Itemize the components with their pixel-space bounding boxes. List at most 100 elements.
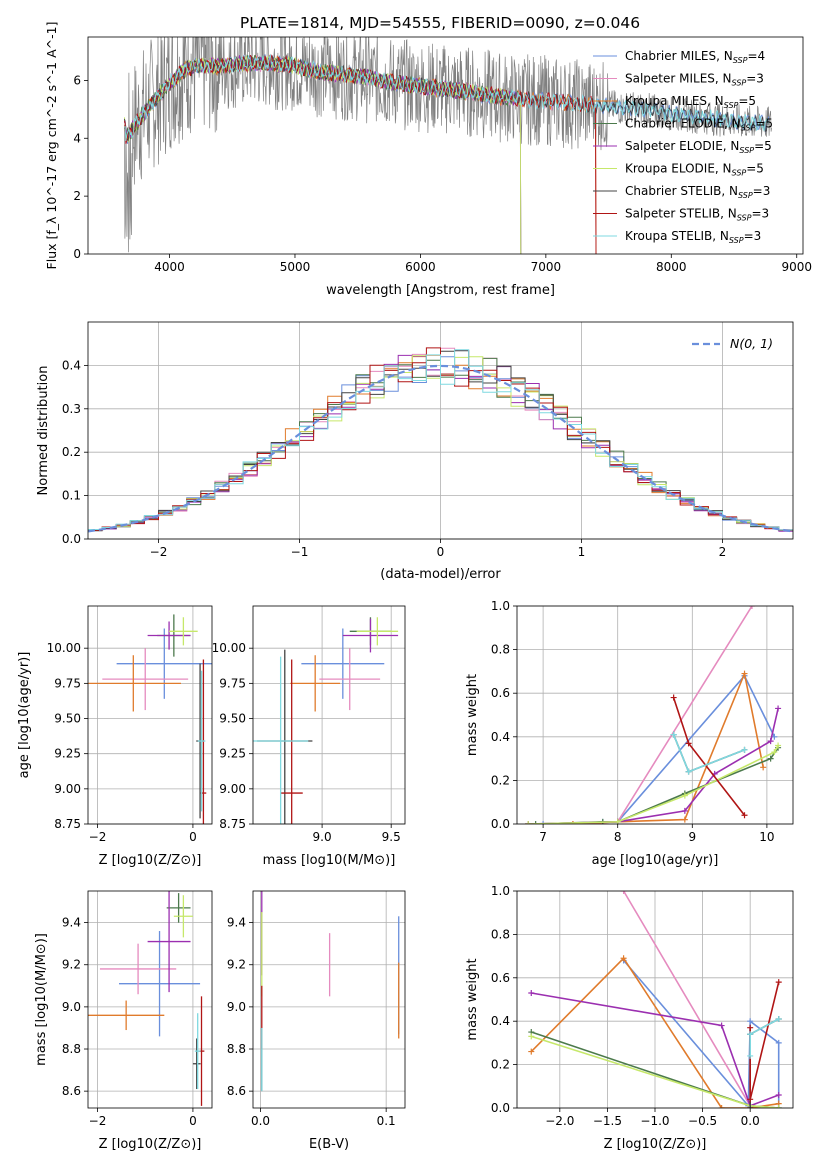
weight-marker-salpeter_stelib bbox=[747, 1096, 754, 1103]
y-tick-label: 1.0 bbox=[491, 884, 510, 898]
legend-label: Kroupa MILES, NSSP=5 bbox=[625, 94, 756, 110]
y-tick-label: 9.4 bbox=[227, 916, 246, 930]
weight-marker-kroupa_miles bbox=[528, 1048, 535, 1055]
axes-frame bbox=[252, 890, 406, 1109]
x-tick-label: 7 bbox=[539, 830, 547, 844]
series-group bbox=[525, 606, 782, 824]
x-tick-label: 9.0 bbox=[313, 830, 332, 844]
y-tick-label: 0.3 bbox=[62, 402, 81, 416]
legend-label: Salpeter MILES, NSSP=3 bbox=[625, 72, 764, 88]
y-tick-label: 9.75 bbox=[54, 676, 81, 690]
weight_vs_age-panel: 7 8 9 10 0.0 0.2 0.4 0.6 0.8 1.0 age [log10(age/yr… bbox=[465, 599, 794, 868]
legend-label: Salpeter STELIB, NSSP=3 bbox=[625, 207, 769, 223]
weight-marker-kroupa_miles bbox=[620, 955, 627, 962]
legend-label: Kroupa STELIB, NSSP=3 bbox=[625, 229, 761, 245]
model-spectrum-salpeter_stelib bbox=[123, 53, 597, 254]
weight-marker-kroupa_elodie bbox=[528, 1033, 535, 1040]
y-tick-label: 9.0 bbox=[227, 1000, 246, 1014]
weight-line-chabrier_miles bbox=[528, 674, 776, 824]
y-tick-label: 0.2 bbox=[491, 1058, 510, 1072]
weight-line-salpeter_elodie bbox=[531, 992, 779, 1107]
mass_vs_Z-panel: −2 0 8.6 8.8 9.0 9.2 9.4 Z [log10(Z/Z⊙)] mass [l… bbox=[34, 890, 213, 1152]
weight-marker-chabrier_elodie bbox=[767, 755, 774, 762]
model-spectrum-kroupa_elodie bbox=[123, 55, 522, 254]
weight-marker-salpeter_stelib bbox=[775, 979, 782, 986]
x-tick-label: 2 bbox=[719, 545, 727, 559]
x-tick-label: 6000 bbox=[405, 260, 436, 274]
weight-marker-salpeter_elodie bbox=[718, 1022, 725, 1029]
y-tick-label: 0.1 bbox=[62, 489, 81, 503]
y-tick-label: 8.8 bbox=[62, 1042, 81, 1056]
x-tick-label: 0.0 bbox=[251, 1114, 270, 1128]
axes-frame bbox=[516, 890, 794, 1109]
weight-marker-chabrier_stelib bbox=[747, 1105, 754, 1108]
x-tick-label: −1.5 bbox=[593, 1114, 622, 1128]
weight-marker-salpeter_elodie bbox=[775, 1091, 782, 1098]
x-tick-label: 0 bbox=[189, 830, 197, 844]
x-axis-label: (data-model)/error bbox=[380, 567, 501, 582]
x-axis-label: Z [log10(Z/Z⊙)] bbox=[99, 1137, 202, 1152]
y-tick-label: 1.0 bbox=[491, 599, 510, 613]
y-tick-label: 0.2 bbox=[491, 773, 510, 787]
x-axis-label: Z [log10(Z/Z⊙)] bbox=[604, 1137, 707, 1152]
weight-marker-salpeter_elodie bbox=[528, 989, 535, 996]
weight-marker-salpeter_elodie bbox=[775, 705, 782, 712]
y-axis-label: mass weight bbox=[465, 674, 480, 756]
age_vs_mass-panel: 9.0 9.5 8.75 9.00 9.25 9.50 9.75 10.00 mass [log… bbox=[212, 605, 406, 868]
weight-line-kroupa_stelib bbox=[672, 734, 745, 773]
weight-marker-kroupa_stelib bbox=[747, 1052, 754, 1059]
axes-frame bbox=[87, 36, 804, 255]
weight-marker-kroupa_stelib bbox=[741, 746, 748, 753]
legend-label: Chabrier ELODIE, NSSP=5 bbox=[625, 117, 773, 133]
points-group bbox=[88, 614, 212, 824]
y-tick-label: 0.4 bbox=[491, 730, 510, 744]
y-axis-label: mass [log10(M/M⊙)] bbox=[34, 933, 49, 1066]
x-axis-label: age [log10(age/yr)] bbox=[592, 853, 719, 868]
age_vs_Z-panel: −2 0 8.75 9.00 9.25 9.50 9.75 10.00 Z [log10(Z/Z… bbox=[17, 605, 213, 868]
y-tick-label: 0.6 bbox=[491, 686, 510, 700]
x-tick-label: 8 bbox=[614, 830, 622, 844]
weight-marker-kroupa_miles bbox=[681, 816, 688, 823]
y-tick-label: 6 bbox=[73, 73, 81, 87]
points-group bbox=[253, 617, 399, 824]
weight-marker-kroupa_miles bbox=[760, 764, 767, 771]
y-tick-label: 0.0 bbox=[62, 532, 81, 546]
y-tick-label: 0.8 bbox=[491, 643, 510, 657]
weight-marker-kroupa_stelib bbox=[670, 731, 677, 738]
x-tick-label: −1 bbox=[291, 545, 309, 559]
y-axis-label: Normed distribution bbox=[36, 366, 51, 496]
y-tick-label: 0 bbox=[73, 247, 81, 261]
weight-marker-kroupa_stelib bbox=[747, 1031, 754, 1038]
weight_vs_Z-panel: −2.0 −1.5 −1.0 −0.5 0.0 0.0 0.2 0.4 0.6 0.8 1.0 Z [… bbox=[465, 884, 794, 1152]
model-spectrum-chabrier_elodie bbox=[123, 54, 522, 254]
weight-marker-salpeter_elodie bbox=[681, 807, 688, 814]
legend-label: Salpeter ELODIE, NSSP=5 bbox=[625, 139, 772, 155]
x-axis-label: wavelength [Angstrom, rest frame] bbox=[326, 283, 555, 298]
x-tick-label: 10 bbox=[759, 830, 774, 844]
x-tick-label: 7000 bbox=[531, 260, 562, 274]
x-tick-label: −2 bbox=[150, 545, 168, 559]
x-tick-label: 9 bbox=[688, 830, 696, 844]
x-tick-label: 0.0 bbox=[741, 1114, 760, 1128]
x-tick-label: 0 bbox=[437, 545, 445, 559]
x-tick-label: 5000 bbox=[280, 260, 311, 274]
model-spectrum-kroupa_stelib bbox=[124, 53, 769, 142]
residuals-panel: −2 −1 0 1 2 0.0 0.1 0.2 0.3 0.4 N(0, 1) (data-model… bbox=[36, 321, 794, 582]
model-spectrum-kroupa_miles bbox=[124, 54, 597, 254]
model-spectrum-chabrier_stelib bbox=[123, 54, 769, 142]
mass_vs_ebv-panel: 0.0 0.1 8.6 8.8 9.0 9.2 9.4 E(B-V) bbox=[227, 890, 406, 1152]
weight-line-chabrier_stelib bbox=[672, 734, 745, 773]
points-group bbox=[261, 891, 400, 1092]
y-tick-label: 10.00 bbox=[212, 641, 246, 655]
y-tick-label: 9.2 bbox=[62, 958, 81, 972]
x-tick-label: −2.0 bbox=[545, 1114, 574, 1128]
weight-marker-salpeter_elodie bbox=[767, 738, 774, 745]
y-tick-label: 0.4 bbox=[62, 358, 81, 372]
weight-marker-salpeter_stelib bbox=[741, 812, 748, 819]
y-tick-label: 8.6 bbox=[62, 1084, 81, 1098]
y-tick-label: 10.00 bbox=[47, 641, 81, 655]
y-tick-label: 8.8 bbox=[227, 1042, 246, 1056]
y-tick-label: 9.4 bbox=[62, 916, 81, 930]
weight-line-salpeter_miles bbox=[528, 606, 753, 824]
